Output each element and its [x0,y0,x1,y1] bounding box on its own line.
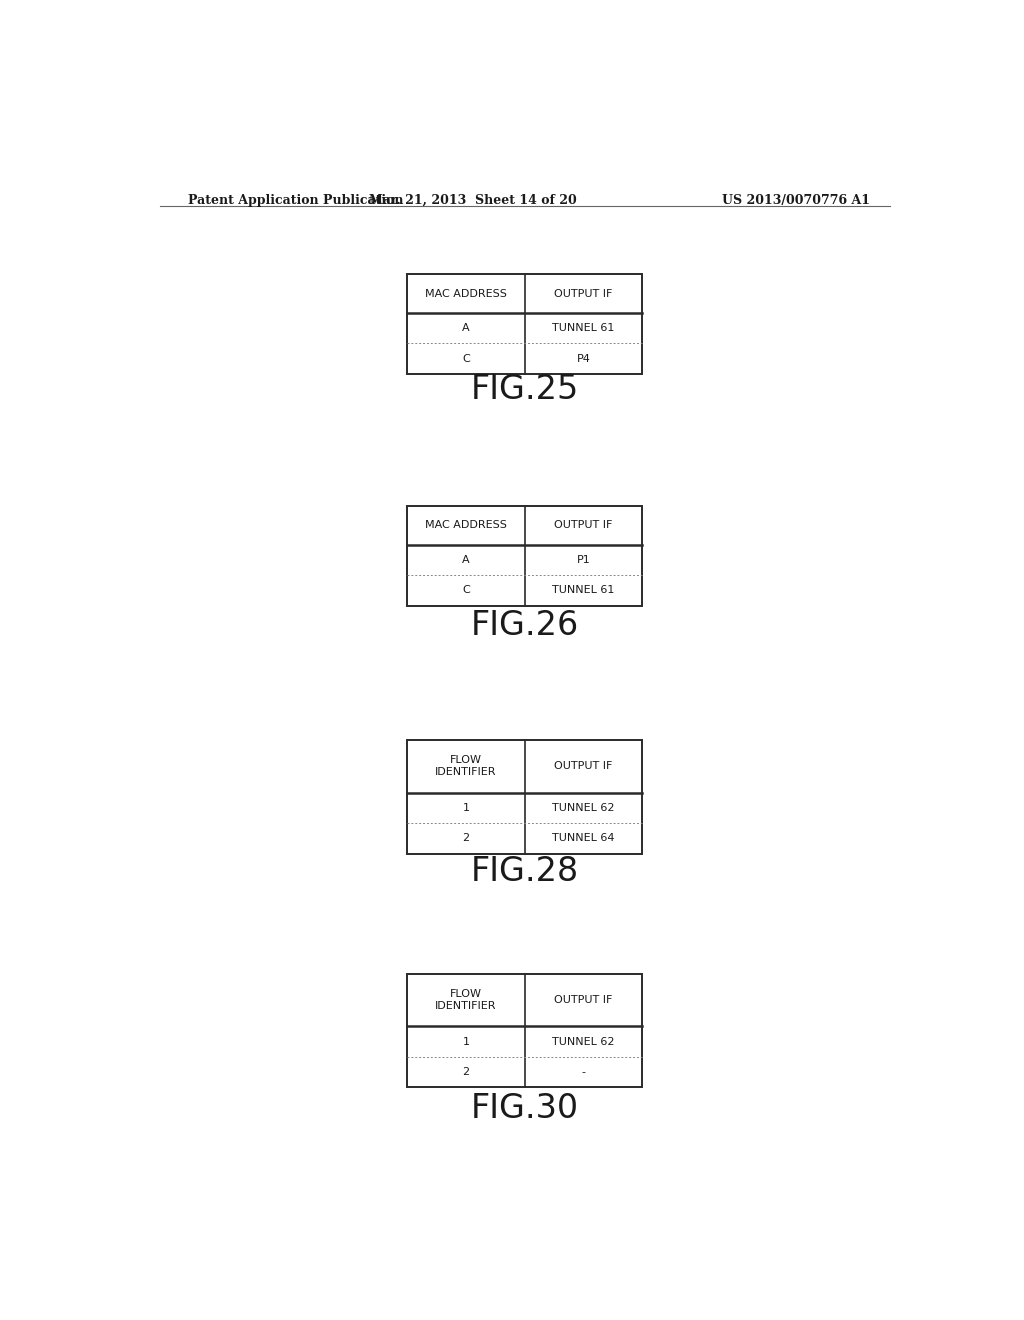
Text: OUTPUT IF: OUTPUT IF [554,995,612,1005]
Text: MAC ADDRESS: MAC ADDRESS [425,289,507,298]
Text: MAC ADDRESS: MAC ADDRESS [425,520,507,531]
Text: TUNNEL 64: TUNNEL 64 [552,833,614,843]
Text: Patent Application Publication: Patent Application Publication [187,194,403,207]
Text: FIG.26: FIG.26 [471,610,579,643]
Text: P4: P4 [577,354,591,363]
Text: FIG.30: FIG.30 [471,1092,579,1125]
Bar [408,739,642,854]
Text: TUNNEL 62: TUNNEL 62 [552,803,614,813]
Text: TUNNEL 61: TUNNEL 61 [552,323,614,333]
Text: OUTPUT IF: OUTPUT IF [554,762,612,771]
Text: FIG.28: FIG.28 [471,855,579,888]
Text: -: - [582,1067,586,1077]
Text: 1: 1 [463,1036,470,1047]
Bar [408,506,642,606]
Text: 2: 2 [463,833,470,843]
Text: A: A [462,323,470,333]
Bar [408,275,642,374]
Text: OUTPUT IF: OUTPUT IF [554,520,612,531]
Text: TUNNEL 61: TUNNEL 61 [552,585,614,595]
Bar [408,974,642,1088]
Text: OUTPUT IF: OUTPUT IF [554,289,612,298]
Text: FLOW
IDENTIFIER: FLOW IDENTIFIER [435,755,497,777]
Text: C: C [462,585,470,595]
Text: Mar. 21, 2013  Sheet 14 of 20: Mar. 21, 2013 Sheet 14 of 20 [370,194,578,207]
Text: 1: 1 [463,803,470,813]
Text: FIG.25: FIG.25 [471,372,579,405]
Text: P1: P1 [577,554,591,565]
Text: A: A [462,554,470,565]
Text: FLOW
IDENTIFIER: FLOW IDENTIFIER [435,989,497,1011]
Text: 2: 2 [463,1067,470,1077]
Text: US 2013/0070776 A1: US 2013/0070776 A1 [722,194,870,207]
Text: C: C [462,354,470,363]
Text: TUNNEL 62: TUNNEL 62 [552,1036,614,1047]
